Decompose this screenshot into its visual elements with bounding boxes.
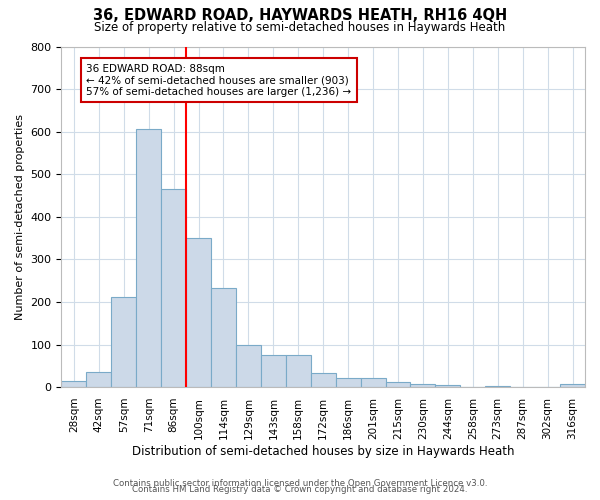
Bar	[335, 378, 361, 387]
Text: 36, EDWARD ROAD, HAYWARDS HEATH, RH16 4QH: 36, EDWARD ROAD, HAYWARDS HEATH, RH16 4Q…	[93, 8, 507, 22]
Bar	[86, 372, 111, 387]
Bar	[61, 381, 86, 387]
Bar	[286, 355, 311, 387]
Text: Size of property relative to semi-detached houses in Haywards Heath: Size of property relative to semi-detach…	[94, 21, 506, 34]
Bar	[560, 384, 585, 387]
Bar	[236, 344, 261, 387]
Bar	[485, 386, 510, 387]
Text: 36 EDWARD ROAD: 88sqm
← 42% of semi-detached houses are smaller (903)
57% of sem: 36 EDWARD ROAD: 88sqm ← 42% of semi-deta…	[86, 64, 352, 96]
Bar	[161, 189, 186, 387]
Bar	[410, 384, 436, 387]
Bar	[186, 238, 211, 387]
X-axis label: Distribution of semi-detached houses by size in Haywards Heath: Distribution of semi-detached houses by …	[132, 444, 514, 458]
Bar	[136, 128, 161, 387]
Text: Contains public sector information licensed under the Open Government Licence v3: Contains public sector information licen…	[113, 478, 487, 488]
Bar	[111, 297, 136, 387]
Bar	[361, 378, 386, 387]
Bar	[386, 382, 410, 387]
Y-axis label: Number of semi-detached properties: Number of semi-detached properties	[15, 114, 25, 320]
Bar	[211, 288, 236, 387]
Bar	[311, 373, 335, 387]
Text: Contains HM Land Registry data © Crown copyright and database right 2024.: Contains HM Land Registry data © Crown c…	[132, 485, 468, 494]
Bar	[436, 385, 460, 387]
Bar	[261, 355, 286, 387]
